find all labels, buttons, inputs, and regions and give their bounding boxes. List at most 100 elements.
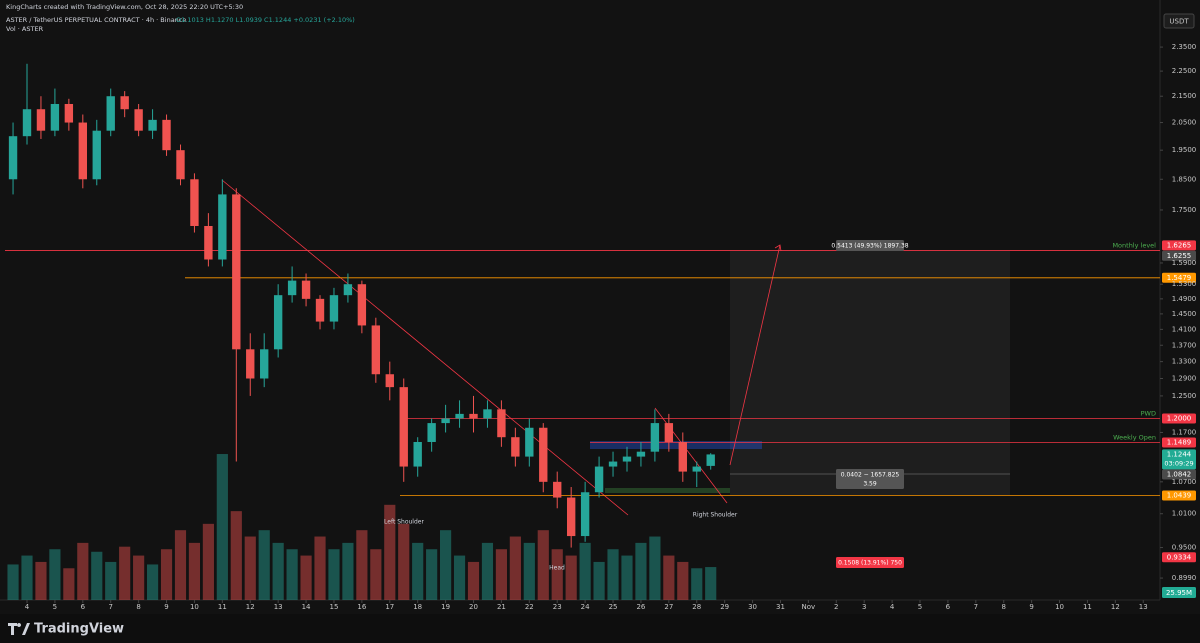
volume-bar [63, 568, 75, 600]
price-tag-box [1162, 449, 1196, 470]
y-tick-label: 1.3300 [1172, 358, 1197, 366]
y-tick-label: 1.7500 [1172, 206, 1197, 214]
volume-bar [565, 555, 577, 600]
measure-label: 3.59 [863, 481, 877, 488]
volume-bar [663, 555, 675, 600]
x-tick-label: 5 [918, 603, 922, 611]
volume-bar [49, 549, 61, 600]
measure-box [836, 240, 904, 251]
candle-body [8, 136, 18, 180]
candle-body [553, 481, 562, 498]
volume [7, 454, 717, 600]
symbol: ASTER / TetherUS PERPETUAL CONTRACT · 4h… [6, 16, 186, 24]
y-tick-label: 1.0100 [1172, 510, 1197, 518]
x-tick-label: 12 [246, 603, 255, 611]
x-tick-label: 27 [664, 603, 673, 611]
brand: TradingView [34, 622, 124, 637]
y-tick-label: 1.9500 [1172, 146, 1197, 154]
price-tag: 1.5479 [1167, 274, 1192, 282]
candle-body [343, 284, 353, 296]
x-tick-label: 6 [946, 603, 951, 611]
candle-body [204, 225, 213, 260]
x-tick-label: 12 [1111, 603, 1120, 611]
x-tick-label: 13 [274, 603, 283, 611]
volume-bar [621, 555, 633, 600]
candles [8, 63, 715, 548]
volume-bar [188, 542, 201, 600]
candle-body [608, 461, 618, 467]
projection-arrow [729, 244, 781, 466]
volume-bar [21, 555, 33, 600]
x-tick-label: 26 [636, 603, 645, 611]
projection-zone [730, 250, 1010, 495]
candle-body [566, 497, 576, 537]
volume-bar [77, 542, 89, 600]
price-tag: 1.2000 [1167, 414, 1192, 422]
x-tick-label: 9 [164, 603, 168, 611]
candle-body [622, 456, 632, 462]
x-tick-label: 10 [190, 603, 199, 611]
currency-box[interactable] [1163, 13, 1195, 29]
candle-body [162, 119, 171, 151]
candle-body [50, 103, 60, 131]
volume-bar [342, 542, 354, 600]
level-label: Weekly Open [1113, 434, 1156, 442]
price-countdown: 03:09:29 [1164, 459, 1193, 467]
volume-bar [551, 549, 563, 600]
x-tick-label: 23 [553, 603, 562, 611]
x-tick-label: 7 [974, 603, 978, 611]
price-tag: 0.9334 [1167, 553, 1192, 561]
x-tick-label: 14 [302, 603, 311, 611]
candle-body [287, 280, 297, 296]
x-tick-label: 4 [25, 603, 30, 611]
candle-body [190, 179, 199, 226]
candle-body [399, 387, 408, 467]
credit: KingCharts created with TradingView.com,… [6, 3, 243, 11]
candle-body [176, 150, 185, 180]
volume-bar [300, 555, 312, 600]
x-tick-label: 11 [218, 603, 227, 611]
volume-bar [593, 561, 605, 600]
x-tick-label: Nov [802, 603, 816, 611]
candle-body [692, 466, 701, 472]
price-tag-box [1162, 490, 1196, 501]
volume-bar [7, 564, 19, 600]
volume-bar [286, 549, 298, 600]
arrow-head [774, 244, 782, 252]
currency[interactable]: USDT [1169, 18, 1189, 26]
candle-body [525, 427, 534, 457]
candle-body [273, 295, 283, 350]
pattern-label: Head [549, 565, 565, 572]
candle-body [441, 418, 450, 424]
candle-body [36, 109, 46, 131]
volume-bar [537, 530, 549, 600]
volume-bar [426, 549, 438, 600]
volume-bar [314, 536, 326, 600]
candle-body [120, 96, 129, 110]
price-tag: 1.1489 [1167, 439, 1192, 447]
volume-bar [328, 549, 340, 600]
x-tick-label: 13 [1139, 603, 1148, 611]
volume-bar [677, 561, 689, 600]
y-tick-label: 1.4500 [1172, 310, 1197, 318]
volume-bar [607, 549, 619, 600]
x-tick-label: 5 [53, 603, 57, 611]
y-tick-label: 2.1500 [1172, 92, 1197, 100]
volume-tag-box [1162, 587, 1196, 598]
candle-body [539, 427, 548, 482]
candle-body [427, 423, 436, 442]
pattern-label: Right Shoulder [693, 512, 738, 519]
x-tick-label: 8 [136, 603, 140, 611]
x-tick-label: 22 [525, 603, 534, 611]
volume-bar [216, 454, 228, 600]
y-tick-label: 1.5300 [1172, 280, 1197, 288]
candle-body [580, 492, 590, 537]
candle-body [385, 374, 394, 388]
volume-bar [635, 542, 647, 600]
volume-bar [202, 523, 214, 600]
y-tick-label: 1.1700 [1172, 428, 1197, 436]
volume-bar [691, 568, 703, 600]
x-tick-label: 20 [469, 603, 478, 611]
y-tick-label: 1.4900 [1172, 295, 1197, 303]
